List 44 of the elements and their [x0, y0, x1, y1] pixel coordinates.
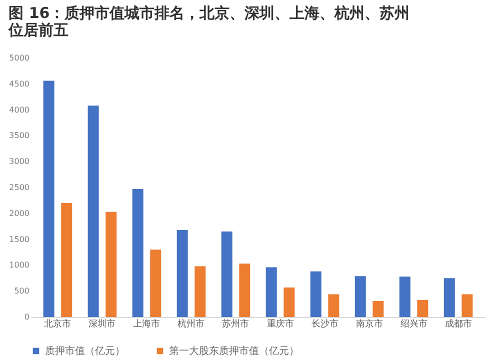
y-tick-label: 4500 [9, 79, 30, 88]
y-tick-label: 5000 [9, 54, 30, 62]
bar [194, 266, 206, 317]
y-tick-label: 3000 [9, 157, 30, 166]
bar [399, 276, 410, 317]
bar [266, 267, 277, 317]
y-tick-label: 1500 [9, 234, 30, 244]
legend-label: 质押市值（亿元） [45, 345, 125, 357]
bar [372, 300, 384, 317]
chart-title: 图 16：质押市值城市排名，北京、深圳、上海、杭州、苏州位居前五 [8, 4, 410, 39]
bar [43, 80, 54, 317]
x-tick-label: 绍兴市 [400, 318, 428, 330]
bar [132, 189, 144, 317]
x-tick-label: 南京市 [356, 318, 383, 330]
bar [106, 212, 117, 317]
x-tick-label: 成都市 [444, 318, 472, 330]
x-tick-label: 长沙市 [311, 318, 338, 330]
bar [221, 232, 232, 317]
x-tick-label: 杭州市 [176, 318, 205, 330]
bar [61, 203, 72, 317]
bar [88, 106, 99, 317]
y-tick-label: 0 [24, 312, 30, 322]
bar [417, 300, 428, 317]
bar [310, 271, 322, 317]
x-tick-label: 上海市 [133, 318, 160, 330]
y-tick-label: 4000 [9, 105, 30, 114]
bar [176, 230, 188, 317]
x-tick-label: 重庆市 [266, 318, 294, 330]
bar [328, 294, 340, 317]
x-tick-label: 北京市 [44, 318, 72, 330]
y-tick-label: 2500 [9, 183, 30, 192]
x-tick-label: 深圳市 [88, 318, 116, 330]
y-tick-label: 2000 [9, 208, 30, 218]
y-tick-label: 500 [14, 286, 30, 296]
x-tick-label: 苏州市 [222, 318, 250, 330]
bar [284, 287, 295, 317]
bar [150, 250, 162, 317]
bar [462, 294, 473, 317]
bar [354, 276, 366, 317]
y-tick-label: 1000 [9, 260, 30, 270]
y-tick-label: 3500 [9, 131, 30, 140]
bar [444, 278, 455, 317]
legend-label: 第一大股东质押市值（亿元） [169, 345, 299, 357]
bar [239, 264, 250, 317]
